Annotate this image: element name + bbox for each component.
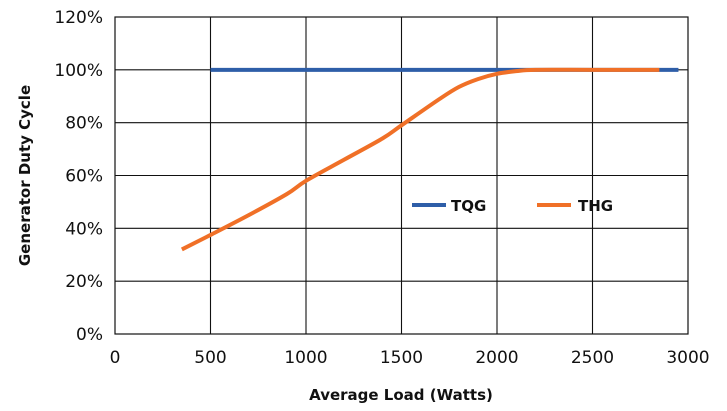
x-axis-title: Average Load (Watts) [309,386,493,404]
y-tick-label-40: 40% [65,219,103,239]
legend-label-thg: THG [578,197,613,215]
legend-label-tqg: TQG [451,197,486,215]
legend: TQG THG [412,197,613,215]
y-tick-label-0: 0% [76,325,103,345]
x-tick-label-3000: 3000 [666,348,709,368]
y-tick-label-100: 100% [54,61,103,81]
x-tick-label-1000: 1000 [284,348,327,368]
x-tick-label-2500: 2500 [571,348,614,368]
y-tick-label-20: 20% [65,272,103,292]
y-tick-label-120: 120% [54,8,103,28]
y-tick-label-80: 80% [65,114,103,134]
data-series [180,67,679,252]
y-tick-label-60: 60% [65,167,103,187]
x-axis-ticks: 0 500 1000 1500 2000 2500 3000 [110,348,710,368]
series-line-thg [180,67,660,252]
plot-area-border [114,16,689,335]
x-tick-label-500: 500 [194,348,226,368]
x-tick-label-1500: 1500 [380,348,423,368]
y-axis-ticks: 0% 20% 40% 60% 80% 100% 120% [54,8,103,345]
x-tick-label-0: 0 [110,348,121,368]
y-axis-title: Generator Duty Cycle [16,85,34,266]
x-tick-label-2000: 2000 [475,348,518,368]
